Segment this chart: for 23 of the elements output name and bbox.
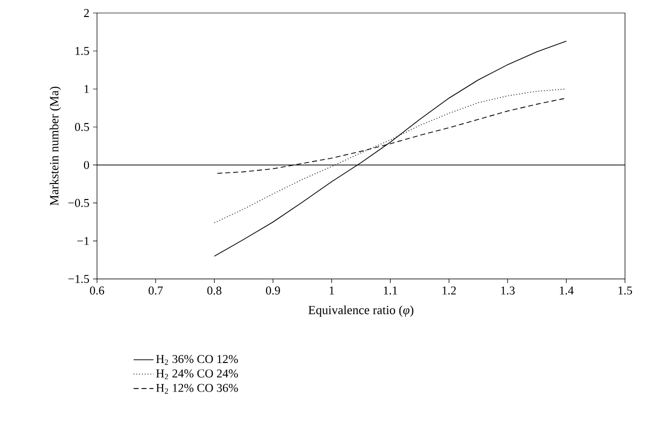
x-tick-label: 0.7 — [148, 286, 163, 295]
x-axis-title: Equivalence ratio (φ) — [308, 305, 414, 317]
y-tick-label: −1.5 — [68, 274, 90, 284]
x-tick-label: 1.3 — [501, 286, 515, 295]
x-tick-label: 1 — [330, 286, 334, 294]
x-tick-label: 1.5 — [618, 286, 632, 295]
legend-label: H$_{2}$ 12% CO 36% — [156, 384, 238, 394]
y-tick-label: 1 — [84, 85, 89, 93]
x-tick-label: 1.1 — [384, 286, 398, 295]
y-tick-label: 0.5 — [75, 122, 90, 132]
x-tick-label: 0.8 — [207, 286, 222, 295]
x-tick-label: 1.2 — [442, 286, 456, 295]
x-tick-label: 0.9 — [266, 286, 280, 295]
legend-label: H$_{2}$ 36% CO 12% — [156, 354, 238, 365]
y-tick-label: −0.5 — [68, 198, 90, 208]
y-tick-label: 1.5 — [76, 46, 90, 56]
legend-label: H$_{2}$ 24% CO 24% — [156, 369, 238, 380]
y-tick-label: 0 — [84, 160, 90, 170]
y-tick-label: 2 — [84, 9, 89, 17]
y-tick-label: −1 — [77, 237, 89, 245]
y-axis-title: Markstein number (Ma) — [50, 86, 61, 206]
x-tick-label: 0.6 — [90, 286, 104, 295]
x-tick-label: 1.4 — [560, 286, 574, 295]
